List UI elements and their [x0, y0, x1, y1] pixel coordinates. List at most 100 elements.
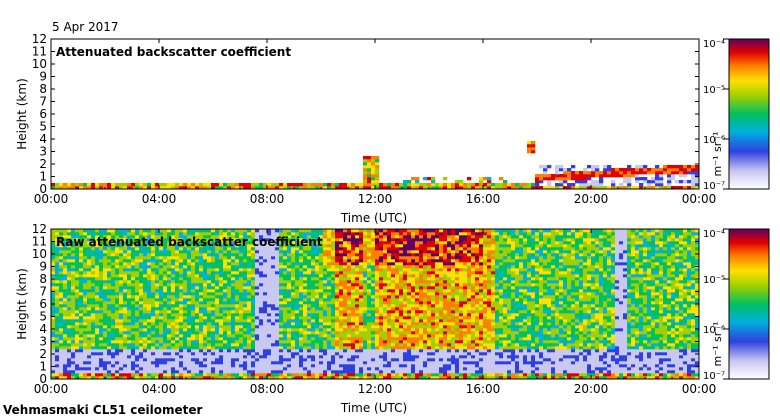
heatmap-cell [103, 307, 108, 311]
heatmap-cell [271, 370, 276, 374]
heatmap-cell [247, 271, 252, 275]
heatmap-cell [371, 322, 376, 326]
heatmap-cell [291, 313, 296, 317]
heatmap-cell [271, 322, 276, 326]
heatmap-cell [95, 244, 100, 248]
heatmap-cell [227, 343, 232, 347]
heatmap-cell [87, 325, 92, 329]
heatmap-cell [331, 361, 336, 365]
heatmap-cell [139, 247, 144, 251]
heatmap-cell [267, 367, 272, 371]
heatmap-cell [283, 283, 288, 287]
heatmap-cell [95, 346, 100, 350]
heatmap-cell [91, 319, 96, 323]
heatmap-cell [271, 361, 276, 365]
heatmap-cell [327, 289, 332, 293]
heatmap-cell [411, 183, 416, 187]
heatmap-cell [379, 247, 384, 251]
heatmap-cell [175, 277, 180, 281]
heatmap-cell [251, 283, 256, 287]
heatmap-cell [103, 268, 108, 272]
heatmap-cell [231, 361, 236, 365]
heatmap-cell [291, 235, 296, 239]
heatmap-cell [643, 165, 648, 169]
heatmap-cell [75, 235, 80, 239]
heatmap-cell [387, 328, 392, 332]
heatmap-cell [287, 268, 292, 272]
heatmap-cell [367, 295, 372, 299]
heatmap-cell [251, 271, 256, 275]
heatmap-cell [59, 259, 64, 263]
heatmap-cell [51, 325, 56, 329]
heatmap-cell [667, 174, 672, 178]
heatmap-cell [371, 349, 376, 353]
heatmap-cell [155, 334, 160, 338]
heatmap-cell [387, 325, 392, 329]
heatmap-cell [71, 265, 76, 269]
heatmap-cell [231, 271, 236, 275]
heatmap-cell [131, 316, 136, 320]
heatmap-cell [271, 232, 276, 236]
heatmap-cell [215, 283, 220, 287]
heatmap-cell [543, 186, 548, 189]
heatmap-cell [227, 253, 232, 257]
heatmap-cell [99, 349, 104, 353]
heatmap-cell [359, 343, 364, 347]
heatmap-cell [179, 376, 184, 379]
heatmap-cell [195, 186, 200, 189]
heatmap-cell [267, 349, 272, 353]
heatmap-cell [323, 343, 328, 347]
heatmap-cell [295, 304, 300, 308]
heatmap-cell [75, 253, 80, 257]
heatmap-cell [267, 271, 272, 275]
heatmap-cell [499, 186, 504, 189]
heatmap-cell [347, 241, 352, 245]
heatmap-cell [215, 292, 220, 296]
heatmap-cell [355, 349, 360, 353]
heatmap-cell [151, 337, 156, 341]
heatmap-cell [295, 307, 300, 311]
heatmap-cell [135, 183, 140, 187]
heatmap-cell [323, 262, 328, 266]
heatmap-cell [227, 331, 232, 335]
heatmap-cell [363, 280, 368, 284]
heatmap-cell [335, 337, 340, 341]
heatmap-cell [83, 235, 88, 239]
heatmap-cell [311, 331, 316, 335]
heatmap-cell [215, 271, 220, 275]
heatmap-cell [59, 268, 64, 272]
heatmap-cell [219, 352, 224, 356]
heatmap-cell [119, 238, 124, 242]
heatmap-cell [391, 250, 396, 254]
heatmap-cell [243, 253, 248, 257]
heatmap-cell [187, 229, 192, 233]
heatmap-cell [95, 298, 100, 302]
heatmap-cell [395, 316, 400, 320]
heatmap-cell [383, 253, 388, 257]
heatmap-cell [347, 349, 352, 353]
heatmap-cell [311, 319, 316, 323]
heatmap-cell [371, 241, 376, 245]
heatmap-cell [147, 316, 152, 320]
heatmap-cell [343, 247, 348, 251]
heatmap-cell [287, 376, 292, 379]
heatmap-cell [115, 298, 120, 302]
heatmap-cell [375, 268, 380, 272]
heatmap-cell [623, 186, 628, 189]
heatmap-cell [231, 292, 236, 296]
heatmap-cell [331, 316, 336, 320]
heatmap-cell [607, 165, 612, 169]
heatmap-cell [307, 238, 312, 242]
heatmap-cell [231, 355, 236, 359]
heatmap-cell [103, 244, 108, 248]
heatmap-cell [191, 253, 196, 257]
heatmap-cell [251, 183, 256, 187]
heatmap-cell [211, 238, 216, 242]
heatmap-cell [91, 256, 96, 260]
heatmap-cell [139, 256, 144, 260]
heatmap-cell [91, 328, 96, 332]
heatmap-cell [211, 274, 216, 278]
heatmap-cell [283, 370, 288, 374]
heatmap-cell [355, 244, 360, 248]
heatmap-cell [227, 259, 232, 263]
